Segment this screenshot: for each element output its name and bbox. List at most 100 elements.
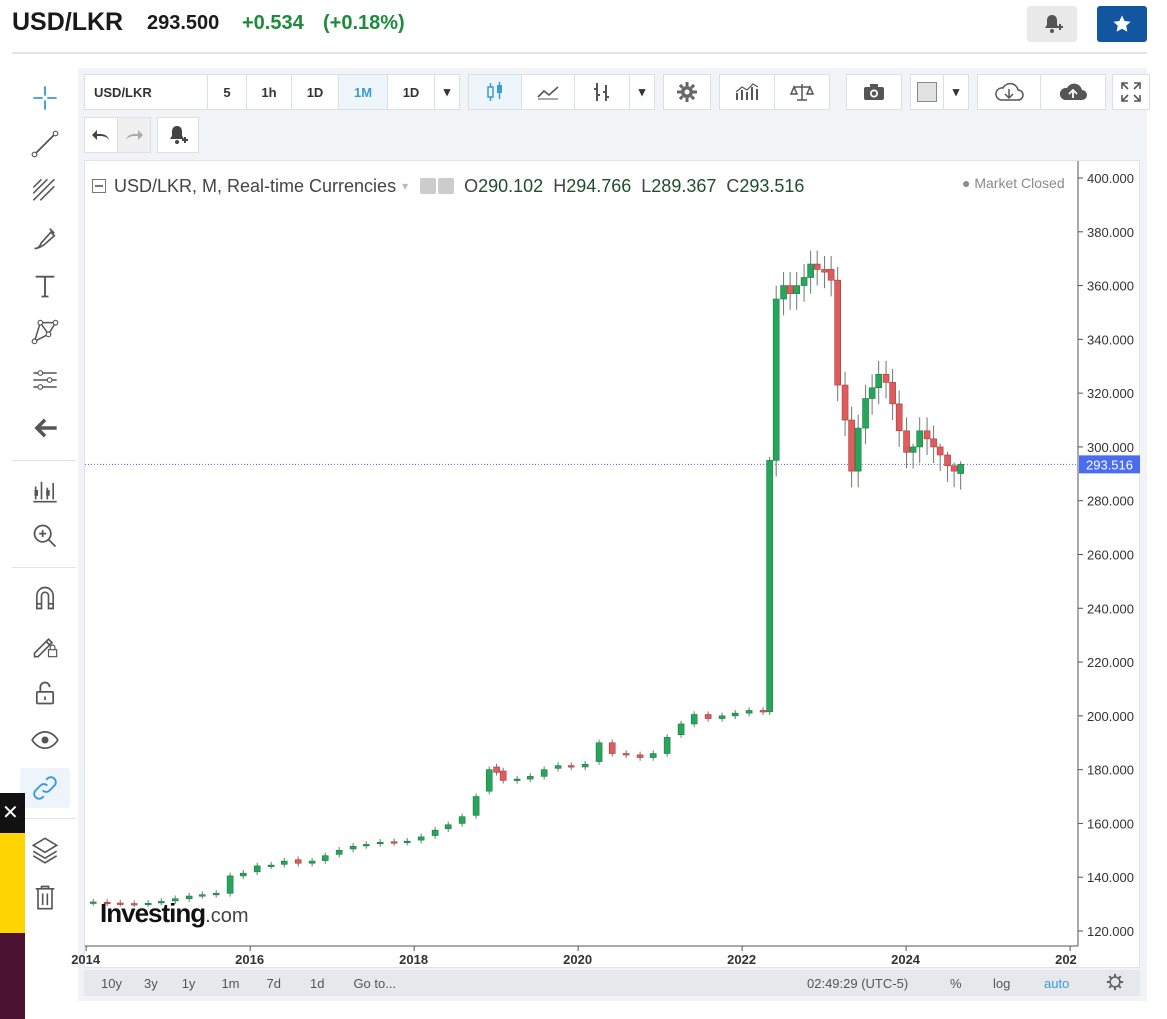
- zoom-in-icon: [33, 524, 57, 548]
- create-alert-button[interactable]: [1027, 6, 1077, 42]
- promo-banner[interactable]: ✕: [0, 793, 25, 1019]
- zoom-out-tool[interactable]: [20, 470, 70, 510]
- back-arrow-icon: [34, 418, 57, 438]
- percent-scale-toggle[interactable]: %: [950, 976, 962, 991]
- magnet-icon: [36, 586, 54, 610]
- trash-tool[interactable]: [20, 877, 70, 917]
- area-style-button[interactable]: [521, 74, 575, 110]
- open-value: 290.102: [478, 175, 544, 196]
- chart-type-menu-button[interactable]: ▾: [629, 74, 655, 110]
- range-bar: 10y 3y 1y 1m 7d 1d Go to...: [84, 970, 1140, 996]
- cloud-upload-icon: [1059, 83, 1087, 100]
- scale-settings-button[interactable]: [1106, 973, 1124, 996]
- crosshair-tool[interactable]: [20, 78, 70, 118]
- candles-style-button[interactable]: [468, 74, 522, 110]
- tool-separator: [12, 460, 76, 461]
- fullscreen-button[interactable]: [1112, 74, 1150, 110]
- save-chart-button[interactable]: [1040, 74, 1106, 110]
- logo-brand: Investing: [100, 898, 206, 928]
- brush-tool[interactable]: [20, 218, 70, 258]
- pattern-tool[interactable]: [20, 312, 70, 352]
- clock-readout[interactable]: 02:49:29 (UTC-5): [807, 976, 909, 991]
- ohlc-bars-icon: [594, 83, 609, 101]
- text-tool-icon: [35, 275, 55, 298]
- interval-dropdown-button[interactable]: 1D: [387, 74, 435, 110]
- lock-drawing-tool[interactable]: [20, 625, 70, 665]
- color-swatch-icon: [917, 82, 937, 102]
- bell-plus-icon: [170, 126, 188, 144]
- close-value: 293.516: [739, 175, 805, 196]
- interval-menu-button[interactable]: ▾: [434, 74, 460, 110]
- range-3y-button[interactable]: 3y: [143, 975, 158, 991]
- goto-date-button[interactable]: Go to...: [353, 975, 397, 991]
- open-label: O: [464, 175, 479, 196]
- trend-line-icon: [31, 130, 59, 158]
- background-color-button[interactable]: [910, 74, 944, 110]
- history-toolbar: [84, 117, 199, 153]
- market-status: ● Market Closed: [962, 175, 1065, 191]
- text-tool-tool[interactable]: [20, 266, 70, 306]
- symbol-search-input[interactable]: USD/LKR: [84, 74, 208, 110]
- link-tool[interactable]: [20, 768, 70, 808]
- auto-scale-toggle[interactable]: auto: [1044, 976, 1070, 991]
- last-price: 293.500: [147, 12, 220, 34]
- fib-tools-icon: [32, 178, 55, 201]
- fib-tools-tool[interactable]: [20, 171, 70, 211]
- unlock-tool[interactable]: [20, 673, 70, 713]
- color-menu-button[interactable]: ▾: [943, 74, 969, 110]
- range-1d-button[interactable]: 1d: [309, 975, 325, 991]
- investing-logo: Investing.com: [100, 898, 248, 929]
- low-label: L: [641, 175, 652, 196]
- market-status-text: Market Closed: [974, 175, 1065, 191]
- scale-icon: [790, 84, 814, 101]
- back-arrow-tool[interactable]: [20, 408, 70, 448]
- zoom-in-tool[interactable]: [20, 516, 70, 556]
- trend-line-tool[interactable]: [20, 124, 70, 164]
- range-1y-button[interactable]: 1y: [181, 975, 196, 991]
- undo-button[interactable]: [84, 117, 118, 153]
- trash-icon: [35, 885, 55, 910]
- eye-icon[interactable]: [420, 178, 437, 194]
- caret-down-icon: ▾: [952, 84, 960, 99]
- price-change: +0.534: [242, 12, 304, 34]
- caret-down-icon: ▾: [638, 84, 646, 99]
- chevron-down-icon[interactable]: ▾: [402, 179, 409, 193]
- layers-tool[interactable]: [20, 830, 70, 870]
- tool-separator: [12, 567, 76, 568]
- measure-icon: [33, 370, 57, 390]
- compare-button[interactable]: [774, 74, 830, 110]
- interval-1h-button[interactable]: 1h: [246, 74, 292, 110]
- chart-pane[interactable]: [84, 160, 1140, 968]
- load-chart-button[interactable]: [977, 74, 1041, 110]
- star-icon: [1113, 15, 1131, 32]
- collapse-legend-icon[interactable]: [92, 179, 106, 193]
- interval-1d-button[interactable]: 1D: [291, 74, 339, 110]
- interval-1m-button[interactable]: 1M: [338, 74, 388, 110]
- indicators-button[interactable]: [719, 74, 775, 110]
- log-scale-toggle[interactable]: log: [993, 976, 1011, 991]
- add-alert-button[interactable]: [157, 117, 199, 153]
- bars-style-button[interactable]: [574, 74, 630, 110]
- range-1m-button[interactable]: 1m: [221, 975, 240, 991]
- measure-tool[interactable]: [20, 360, 70, 400]
- eye-tool[interactable]: [20, 720, 70, 760]
- range-10y-button[interactable]: 10y: [101, 975, 122, 991]
- low-value: 289.367: [651, 175, 717, 196]
- redo-button[interactable]: [117, 117, 151, 153]
- link-icon: [33, 776, 57, 800]
- settings-button[interactable]: [663, 74, 711, 110]
- range-7d-button[interactable]: 7d: [266, 975, 281, 991]
- close-icon[interactable]: ✕: [0, 793, 25, 833]
- high-value: 294.766: [566, 175, 632, 196]
- snapshot-button[interactable]: [846, 74, 902, 110]
- area-chart-icon: [537, 86, 559, 100]
- magnet-tool[interactable]: [20, 578, 70, 618]
- candlestick-icon: [487, 82, 502, 101]
- camera-icon: [864, 84, 884, 100]
- symbol-title: USD/LKR: [12, 8, 124, 36]
- watchlist-button[interactable]: [1097, 6, 1147, 42]
- tool-separator: [12, 818, 76, 819]
- pattern-icon: [31, 319, 59, 345]
- gear-icon[interactable]: [438, 178, 455, 194]
- interval-5-button[interactable]: 5: [207, 74, 247, 110]
